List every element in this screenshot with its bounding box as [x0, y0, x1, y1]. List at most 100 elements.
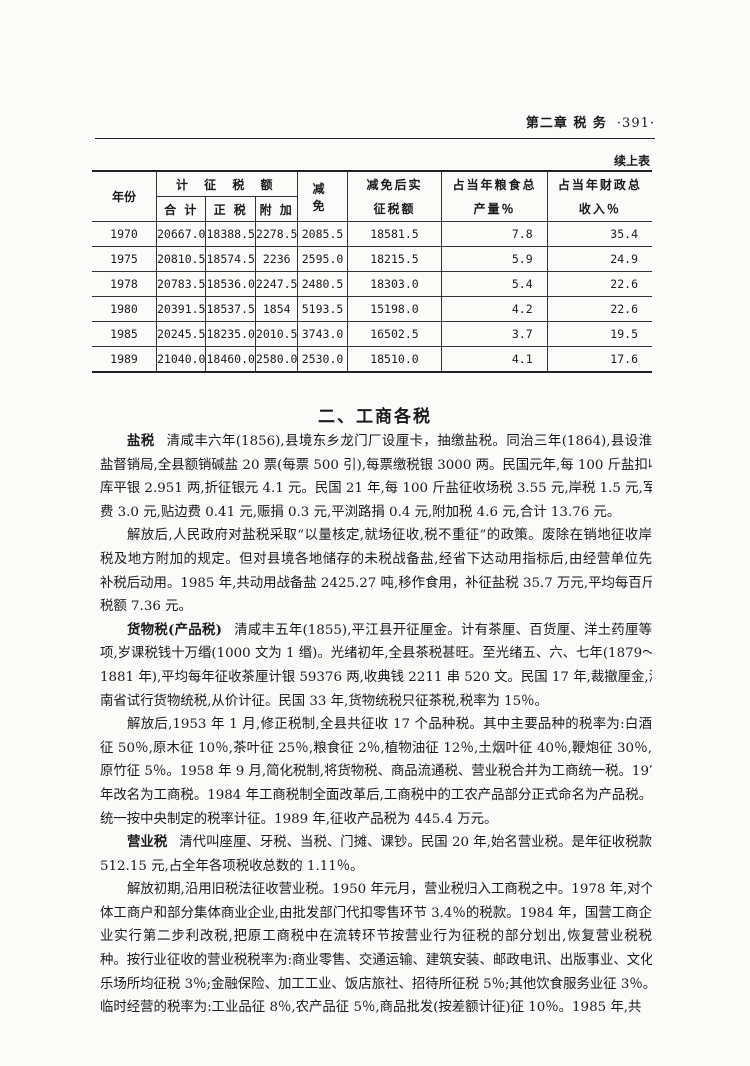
table-cell: 2085.5	[297, 221, 348, 247]
text-line: 临时经营的税率为:工业品征 8％,农产品征 5％,商品批发(按差额计征)征 10…	[100, 1000, 642, 1016]
body-text: 盐税 清咸丰六年(1856),县境东乡龙门厂设厘卡，抽缴盐税。同治三年(1864)…	[100, 430, 652, 1020]
paragraph: 盐税 清咸丰六年(1856),县境东乡龙门厂设厘卡，抽缴盐税。同治三年(1864)…	[100, 430, 652, 524]
text-line: 南省试行货物统税,从价计征。民国 33 年,货物统税只征茶税,税率为 15％。	[100, 693, 548, 709]
header-actual: 减免后实征税额	[346, 170, 443, 222]
table-cell: 2530.0	[297, 346, 348, 373]
text-line: 库平银 2.951 两,折征银元 4.1 元。民国 21 年,每 100 斤盐征…	[100, 481, 652, 497]
table-cell: 24.9	[546, 246, 652, 272]
table-cell: 35.4	[546, 221, 652, 247]
table-cell: 17.6	[546, 346, 652, 373]
text-line: 乐场所均征税 3％;金融保险、加工工业、饭店旅社、招待所征税 5％;其他饮食服务…	[100, 976, 652, 992]
table-cell: 3743.0	[297, 321, 348, 347]
table-row: 1970 20667.0 18388.5 2278.5 2085.5 18581.5 7.8…	[92, 221, 652, 247]
header-revenue-pct: 占当年财政总收入％	[546, 170, 652, 222]
table-cell: 16502.5	[346, 321, 443, 347]
chapter-heading: 第二章 税 务 ·391·	[526, 112, 655, 131]
table-cell: 5193.5	[297, 296, 348, 322]
table-cell: 22.6	[546, 271, 652, 297]
page-number: ·391·	[616, 116, 655, 131]
text-line: 512.15 元,占全年各项税收总数的 1.11％。	[100, 858, 364, 874]
table-cell: 20810.5	[155, 246, 207, 272]
line-text: 清咸丰六年(1856),县境东乡龙门厂设厘卡，抽缴盐税。同治三年(1864),县…	[166, 434, 652, 449]
table-cell: 18303.0	[346, 271, 443, 297]
table-cell: 18460.0	[205, 346, 256, 373]
tax-table: 年份 计 征 税 额 减 免 减免后实征税额 占当年粮食总产量％ 占当年财政总收…	[92, 170, 652, 373]
header-total: 合 计	[156, 196, 207, 222]
table-cell: 3.7	[441, 321, 548, 347]
line-text: 清代叫座厘、牙税、当税、门摊、课钞。民国 20 年,始名营业税。是年征收税款	[179, 835, 652, 851]
table-cell: 2580.0	[254, 346, 299, 373]
table-cell: 1970	[92, 221, 157, 247]
table-cell: 2480.5	[297, 271, 348, 297]
text-line: 统一按中央制定的税率计征。1989 年,征收产品税为 445.4 万元。	[100, 811, 498, 827]
table-cell: 2595.0	[297, 246, 348, 272]
table-cell: 18574.5	[205, 246, 256, 272]
running-header: 第二章 税 务 ·391·	[95, 110, 655, 139]
paragraph: 货物税(产品税) 清咸丰五年(1855),平江县开征厘金。计有茶厘、百货厘、洋土药…	[100, 619, 652, 713]
table-cell: 18537.5	[205, 296, 256, 322]
text-line: 征 50％,原木征 10％,茶叶征 25％,粮食征 2％,植物油征 12％,土烟…	[100, 740, 652, 756]
section-title: 二、工商各税	[318, 407, 432, 427]
text-line: 盐督销局,全县额销碱盐 20 票(每票 500 引),每票缴税银 3000 两。…	[100, 457, 652, 473]
table-cell: 20783.5	[155, 271, 207, 297]
table-cell: 2236	[254, 246, 299, 272]
table-cell: 20667.0	[155, 221, 207, 247]
text-line: 1881 年),平均每年征收茶厘计银 59376 两,收典钱 2211 串 52…	[100, 669, 652, 685]
header-assessed: 计 征 税 额	[155, 170, 299, 197]
line-text: 清咸丰五年(1855),平江县开征厘金。计有茶厘、百货厘、洋土药厘等	[233, 622, 652, 638]
paragraph: 解放后,1953 年 1 月,修正税制,全县共征收 17 个品种税。其中主要品种…	[100, 713, 652, 831]
table-cell: 5.9	[441, 246, 548, 272]
text-line: 年改名为工商税。1984 年工商税制全面改革后,工商税中的工农产品部分正式命名为…	[100, 787, 652, 803]
table-cell: 18388.5	[205, 221, 256, 247]
text-line: 盐税 清咸丰六年(1856),县境东乡龙门厂设厘卡，抽缴盐税。同治三年(1864)…	[100, 430, 652, 454]
table-cell: 7.8	[441, 221, 548, 247]
table-cell: 18235.0	[205, 321, 256, 347]
table-row: 1989 21040.0 18460.0 2580.0 2530.0 18510.0 4.1…	[92, 346, 652, 373]
table-cell: 20391.5	[155, 296, 207, 322]
table-continued-label: 续上表	[613, 154, 650, 168]
table-cell: 18536.0	[205, 271, 256, 297]
header-surcharge: 附 加	[254, 196, 298, 222]
text-line: 费 3.0 元,贴边费 0.41 元,赈捐 0.3 元,平浏路捐 0.4 元,附…	[100, 504, 621, 520]
table-cell: 1985	[92, 321, 157, 347]
text-line: 解放初期,沿用旧税法征收营业税。1950 年元月，营业税归入工商税之中。1978…	[127, 882, 652, 898]
paragraph-lead-term: 营业税	[127, 834, 168, 851]
paragraph-lead-term: 货物税(产品税)	[127, 621, 222, 638]
table-cell: 1854	[254, 296, 299, 322]
text-line: 补税后动用。1985 年,共动用战备盐 2425.27 吨,移作食用，补征盐税 …	[100, 575, 652, 591]
header-exemption: 减 免	[297, 170, 348, 222]
header-year: 年份	[92, 170, 157, 222]
table-cell: 1980	[92, 296, 157, 322]
table-cell: 21040.0	[155, 346, 207, 373]
table-cell: 18581.5	[346, 221, 443, 247]
text-line: 体工商户和部分集体商业企业,由批发部门代扣零售环节 3.4％的税款。1984 年…	[100, 905, 652, 921]
paragraph: 解放初期,沿用旧税法征收营业税。1950 年元月，营业税归入工商税之中。1978…	[100, 878, 652, 1020]
table-cell: 2010.5	[254, 321, 299, 347]
table-cell: 1978	[92, 271, 157, 297]
table-cell: 2278.5	[254, 221, 299, 247]
table-cell: 1989	[92, 346, 157, 373]
table-cell: 18215.5	[346, 246, 443, 272]
table-cell: 15198.0	[346, 296, 443, 322]
table-cell: 5.4	[441, 271, 548, 297]
header-main-tax: 正 税	[205, 196, 256, 222]
text-line: 种。按行业征收的营业税税率为:商业零售、交通运输、建筑安装、邮政电讯、出版事业、…	[100, 953, 652, 969]
header-grain-pct: 占当年粮食总产量％	[441, 170, 548, 222]
table-row: 1978 20783.5 18536.0 2247.5 2480.5 18303.0 5.4…	[92, 271, 652, 297]
table-cell: 22.6	[546, 296, 652, 322]
table-cell: 20245.5	[155, 321, 207, 347]
table-cell: 18510.0	[346, 346, 443, 373]
text-line: 货物税(产品税) 清咸丰五年(1855),平江县开征厘金。计有茶厘、百货厘、洋土药…	[100, 619, 652, 643]
table-cell: 19.5	[546, 321, 652, 347]
text-line: 解放后,人民政府对盐税采取“以量核定,就场征收,税不重征”的政策。废除在销地征收…	[127, 528, 652, 544]
paragraph: 营业税 清代叫座厘、牙税、当税、门摊、课钞。民国 20 年,始名营业税。是年征收税…	[100, 831, 652, 878]
table-cell: 1975	[92, 246, 157, 272]
text-line: 税及地方附加的规定。但对县境各地储存的未税战备盐,经省下达动用指标后,由经营单位…	[100, 551, 652, 567]
table-row: 1975 20810.5 18574.5 2236 2595.0 18215.5 5.9 24…	[92, 246, 652, 272]
table-cell: 4.2	[441, 296, 548, 322]
text-line: 业实行第二步利改税,把原工商税中在流转环节按营业行为征税的部分划出,恢复营业税税	[100, 929, 652, 945]
table-row: 1985 20245.5 18235.0 2010.5 3743.0 16502.5 3.7…	[92, 321, 652, 347]
text-line: 项,岁课税钱十万缗(1000 文为 1 缗)。光绪初年,全县茶税甚旺。至光绪五、…	[100, 646, 652, 662]
chapter-title: 第二章 税 务	[525, 116, 607, 131]
table-row: 1980 20391.5 18537.5 1854 5193.5 15198.0 4.2 22…	[92, 296, 652, 322]
